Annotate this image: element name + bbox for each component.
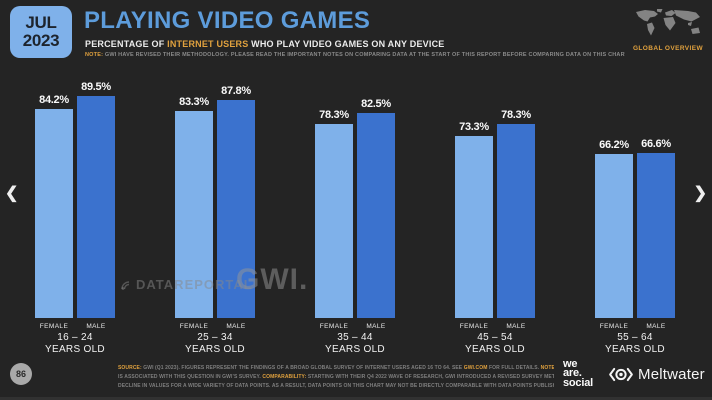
female-value-label: 73.3% [459,121,489,134]
male-series-label: MALE [366,323,386,330]
age-group-45–54: 73.3% 78.3% FEMALE MALE 45 – 54 YEARS OLD [425,0,565,356]
male-value-label: 89.5% [81,81,111,93]
female-value-label: 84.2% [39,94,69,107]
next-slide-button[interactable]: ❯ [693,185,707,202]
subtitle: PERCENTAGE OF INTERNET USERS WHO PLAY VI… [85,39,445,49]
female-bar[interactable] [35,109,73,318]
female-bar-column: 84.2% [35,94,73,318]
methodology-note: NOTE: GWI HAVE REVISED THEIR METHODOLOGY… [85,52,625,58]
female-bar[interactable] [175,111,213,318]
male-bar-column: 89.5% [77,81,115,318]
female-bar-column: 73.3% [455,121,493,318]
subtitle-prefix: PERCENTAGE OF [85,39,168,49]
was-line-1: we [563,358,578,370]
note-text: GWI HAVE REVISED THEIR METHODOLOGY. PLEA… [104,52,625,58]
male-bar-column: 66.6% [637,138,675,318]
male-bar-column: 87.8% [217,85,255,318]
male-series-label: MALE [86,323,106,330]
female-series-label: FEMALE [459,323,489,330]
age-group-35–44: 78.3% 82.5% FEMALE MALE 35 – 44 YEARS OLD [285,0,425,356]
subtitle-highlight: INTERNET USERS [167,39,249,49]
male-bar[interactable] [357,113,395,318]
age-group-label: 16 – 24 YEARS OLD [45,332,105,355]
male-bar[interactable] [637,152,675,318]
female-bar-column: 83.3% [175,96,213,318]
bottom-edge [0,397,712,400]
was-line-2: are. [563,367,582,380]
female-value-label: 66.2% [599,138,629,151]
source-line-3: DECLINE IN VALUES FOR A WIDE VARIETY OF … [118,383,554,389]
female-bar-column: 78.3% [315,109,353,318]
female-value-label: 83.3% [179,96,209,109]
age-group-label: 45 – 54 YEARS OLD [465,332,525,355]
world-map-icon [636,9,700,36]
we-are-social-logo: we are. social [563,358,593,389]
subtitle-suffix: WHO PLAY VIDEO GAMES ON ANY DEVICE [248,39,445,49]
female-series-label: FEMALE [319,323,349,330]
date-year: 2023 [22,31,60,50]
female-bar[interactable] [315,123,353,318]
male-value-label: 87.8% [221,85,251,98]
was-line-3: social [563,376,593,389]
source-note: SOURCE: GWI (Q1 2023). FIGURES REPRESENT… [118,364,554,391]
male-bar-column: 78.3% [497,109,535,318]
age-group-25–34: 83.3% 87.8% FEMALE MALE 25 – 34 YEARS OLD [145,0,285,356]
meltwater-logo: Meltwater [608,366,705,383]
bar-chart: 84.2% 89.5% FEMALE MALE 16 – 24 YEARS OLD 83.3… [5,0,705,356]
male-series-label: MALE [226,323,246,330]
age-group-55–64: 66.2% 66.6% FEMALE MALE 55 – 64 YEARS OLD [565,0,705,356]
female-series-label: FEMALE [599,323,629,330]
source-line-2: IS ASSOCIATED WITH THIS QUESTION IN GWI’… [118,374,554,380]
date-month: JUL [25,12,57,32]
meltwater-name: Meltwater [638,366,705,383]
prev-slide-button[interactable]: ❮ [5,185,19,202]
date-badge: JUL 2023 [10,6,72,58]
page-title: PLAYING VIDEO GAMES [84,7,371,34]
male-value-label: 82.5% [361,98,391,111]
male-bar[interactable] [77,96,115,318]
page-number-badge: 86 [10,363,32,385]
age-group-16–24: 84.2% 89.5% FEMALE MALE 16 – 24 YEARS OLD [5,0,145,356]
note-label: NOTE: [85,52,104,58]
female-series-label: FEMALE [39,323,69,330]
female-value-label: 78.3% [319,108,349,121]
female-bar-column: 66.2% [595,139,633,318]
male-value-label: 66.6% [641,137,671,150]
male-series-label: MALE [646,323,666,330]
meltwater-eye-icon [609,367,633,382]
source-line-1: SOURCE: GWI (Q1 2023). FIGURES REPRESENT… [118,365,554,371]
age-group-label: 35 – 44 YEARS OLD [325,332,385,355]
age-group-label: 25 – 34 YEARS OLD [185,332,245,355]
global-overview-label: GLOBAL OVERVIEW [632,45,704,52]
female-series-label: FEMALE [179,323,209,330]
male-bar-column: 82.5% [357,98,395,318]
male-value-label: 78.3% [501,108,531,121]
female-bar[interactable] [595,153,633,318]
female-bar[interactable] [455,136,493,318]
global-overview-block: GLOBAL OVERVIEW [630,8,706,52]
age-group-label: 55 – 64 YEARS OLD [605,332,665,355]
male-bar[interactable] [217,100,255,318]
male-series-label: MALE [506,323,526,330]
male-bar[interactable] [497,123,535,318]
